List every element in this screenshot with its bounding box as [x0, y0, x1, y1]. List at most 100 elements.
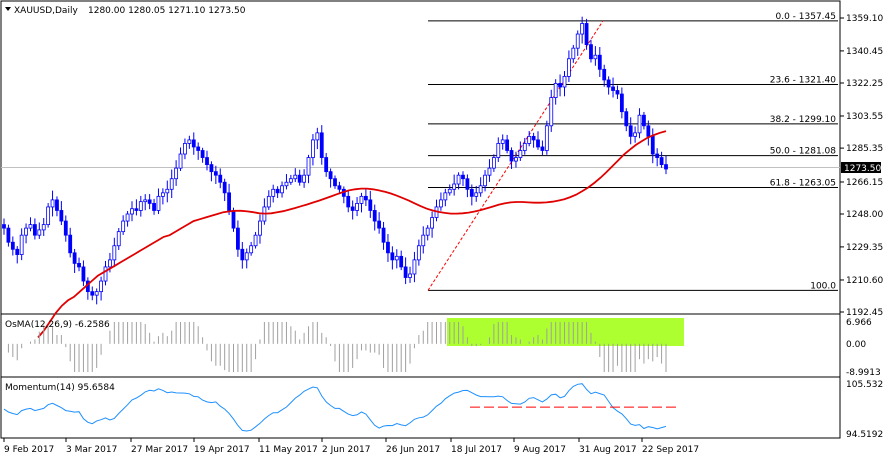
candle-body [597, 54, 602, 70]
fib-label: 61.8 - 1263.05 [770, 178, 836, 188]
candle-body [646, 125, 651, 137]
candle-body [218, 174, 223, 183]
candle-body [178, 153, 183, 169]
date-label: 11 May 2017 [259, 445, 318, 455]
candle-body [589, 44, 593, 60]
candle-body [213, 171, 218, 176]
candle-body [138, 201, 143, 211]
candle-body [650, 135, 655, 155]
price-tick-label: 1340.45 [846, 47, 883, 57]
date-label: 19 Apr 2017 [194, 445, 250, 455]
candle-body [443, 192, 448, 201]
candle-body [297, 174, 302, 183]
candle-body [72, 252, 77, 264]
fib-label: 50.0 - 1281.08 [770, 147, 836, 157]
candle-body [381, 227, 386, 243]
candle-body [227, 192, 231, 211]
candle-body [571, 47, 576, 60]
price-tick-label: 1359.10 [846, 14, 883, 24]
candle-body [328, 171, 333, 180]
candle-body [90, 291, 95, 296]
collapse-arrow-icon[interactable] [5, 7, 11, 11]
candle-body [465, 178, 470, 190]
candle-body [68, 234, 73, 254]
date-axis: 9 Feb 2017 3 Mar 2017 27 Mar 2017 19 Apr 20… [3, 438, 699, 455]
candle-body [156, 195, 161, 211]
candle-body [121, 220, 126, 233]
candle-body [474, 192, 479, 197]
price-tick-label: 1248.00 [846, 210, 883, 220]
candle-body [527, 135, 532, 144]
candle-body [103, 266, 108, 282]
candle-body [37, 229, 42, 236]
fib-label: 100.0 [810, 281, 836, 291]
candle-body [108, 259, 112, 268]
candle-body [461, 174, 465, 180]
candle-body [377, 220, 382, 229]
candle-body [580, 23, 585, 35]
candle-body [505, 139, 510, 151]
candle-body [394, 255, 399, 261]
candle-body [593, 54, 598, 60]
candle-body [483, 174, 487, 187]
candle-body [147, 199, 152, 204]
candle-body [46, 206, 51, 225]
candle-body [205, 157, 209, 166]
current-price-label: 1273.50 [844, 164, 881, 174]
candle-body [302, 174, 307, 183]
candle-body [174, 167, 179, 180]
candle-body [575, 33, 580, 49]
candle-body [165, 188, 170, 194]
candle-body [99, 280, 103, 293]
candle-body [160, 192, 165, 197]
candle-body [258, 220, 262, 236]
candle-body [659, 157, 664, 166]
candle-body [209, 164, 214, 173]
candle-body [456, 174, 461, 185]
candle-body [200, 150, 205, 158]
candle-body [408, 273, 412, 278]
candle-body [390, 252, 395, 261]
candle-body [478, 185, 483, 194]
momentum-tick-label: 94.5192 [846, 430, 883, 440]
candle-body [266, 195, 271, 208]
candle-body [2, 224, 6, 229]
candle-body [231, 210, 236, 229]
candle-body [240, 248, 245, 261]
current-price-marker [841, 162, 881, 173]
candle-body [249, 245, 254, 254]
candle-body [77, 262, 81, 268]
candle-body [59, 210, 64, 222]
date-label: 22 Sep 2017 [642, 445, 699, 455]
candle-body [10, 241, 15, 250]
candle-body [169, 178, 174, 190]
candle-body [15, 248, 20, 255]
candle-body [403, 266, 408, 278]
candle-body [386, 241, 390, 254]
momentum-title: Momentum(14) 95.6584 [5, 383, 115, 393]
candle-body [306, 157, 311, 176]
candle-body [359, 195, 364, 204]
candle-body [293, 174, 298, 180]
candle-body [518, 150, 523, 158]
candle-body [41, 224, 46, 231]
candle-body [32, 224, 37, 236]
chart-frame [0, 0, 841, 439]
candle-body [19, 234, 24, 255]
candle-body [187, 139, 192, 144]
candle-body [421, 234, 426, 247]
candle-body [522, 143, 527, 151]
date-label: 2 Jun 2017 [322, 445, 370, 455]
candle-body [280, 185, 284, 194]
price-pane: 0.0 - 1357.45 23.6 - 1321.40 38.2 - 1299.1… [2, 12, 838, 339]
candle-body [447, 188, 452, 194]
candle-body [549, 97, 554, 127]
momentum-line [3, 383, 667, 432]
candle-body [487, 167, 492, 176]
candle-body [143, 199, 148, 203]
candle-body [288, 178, 293, 183]
candle-body [628, 125, 633, 137]
